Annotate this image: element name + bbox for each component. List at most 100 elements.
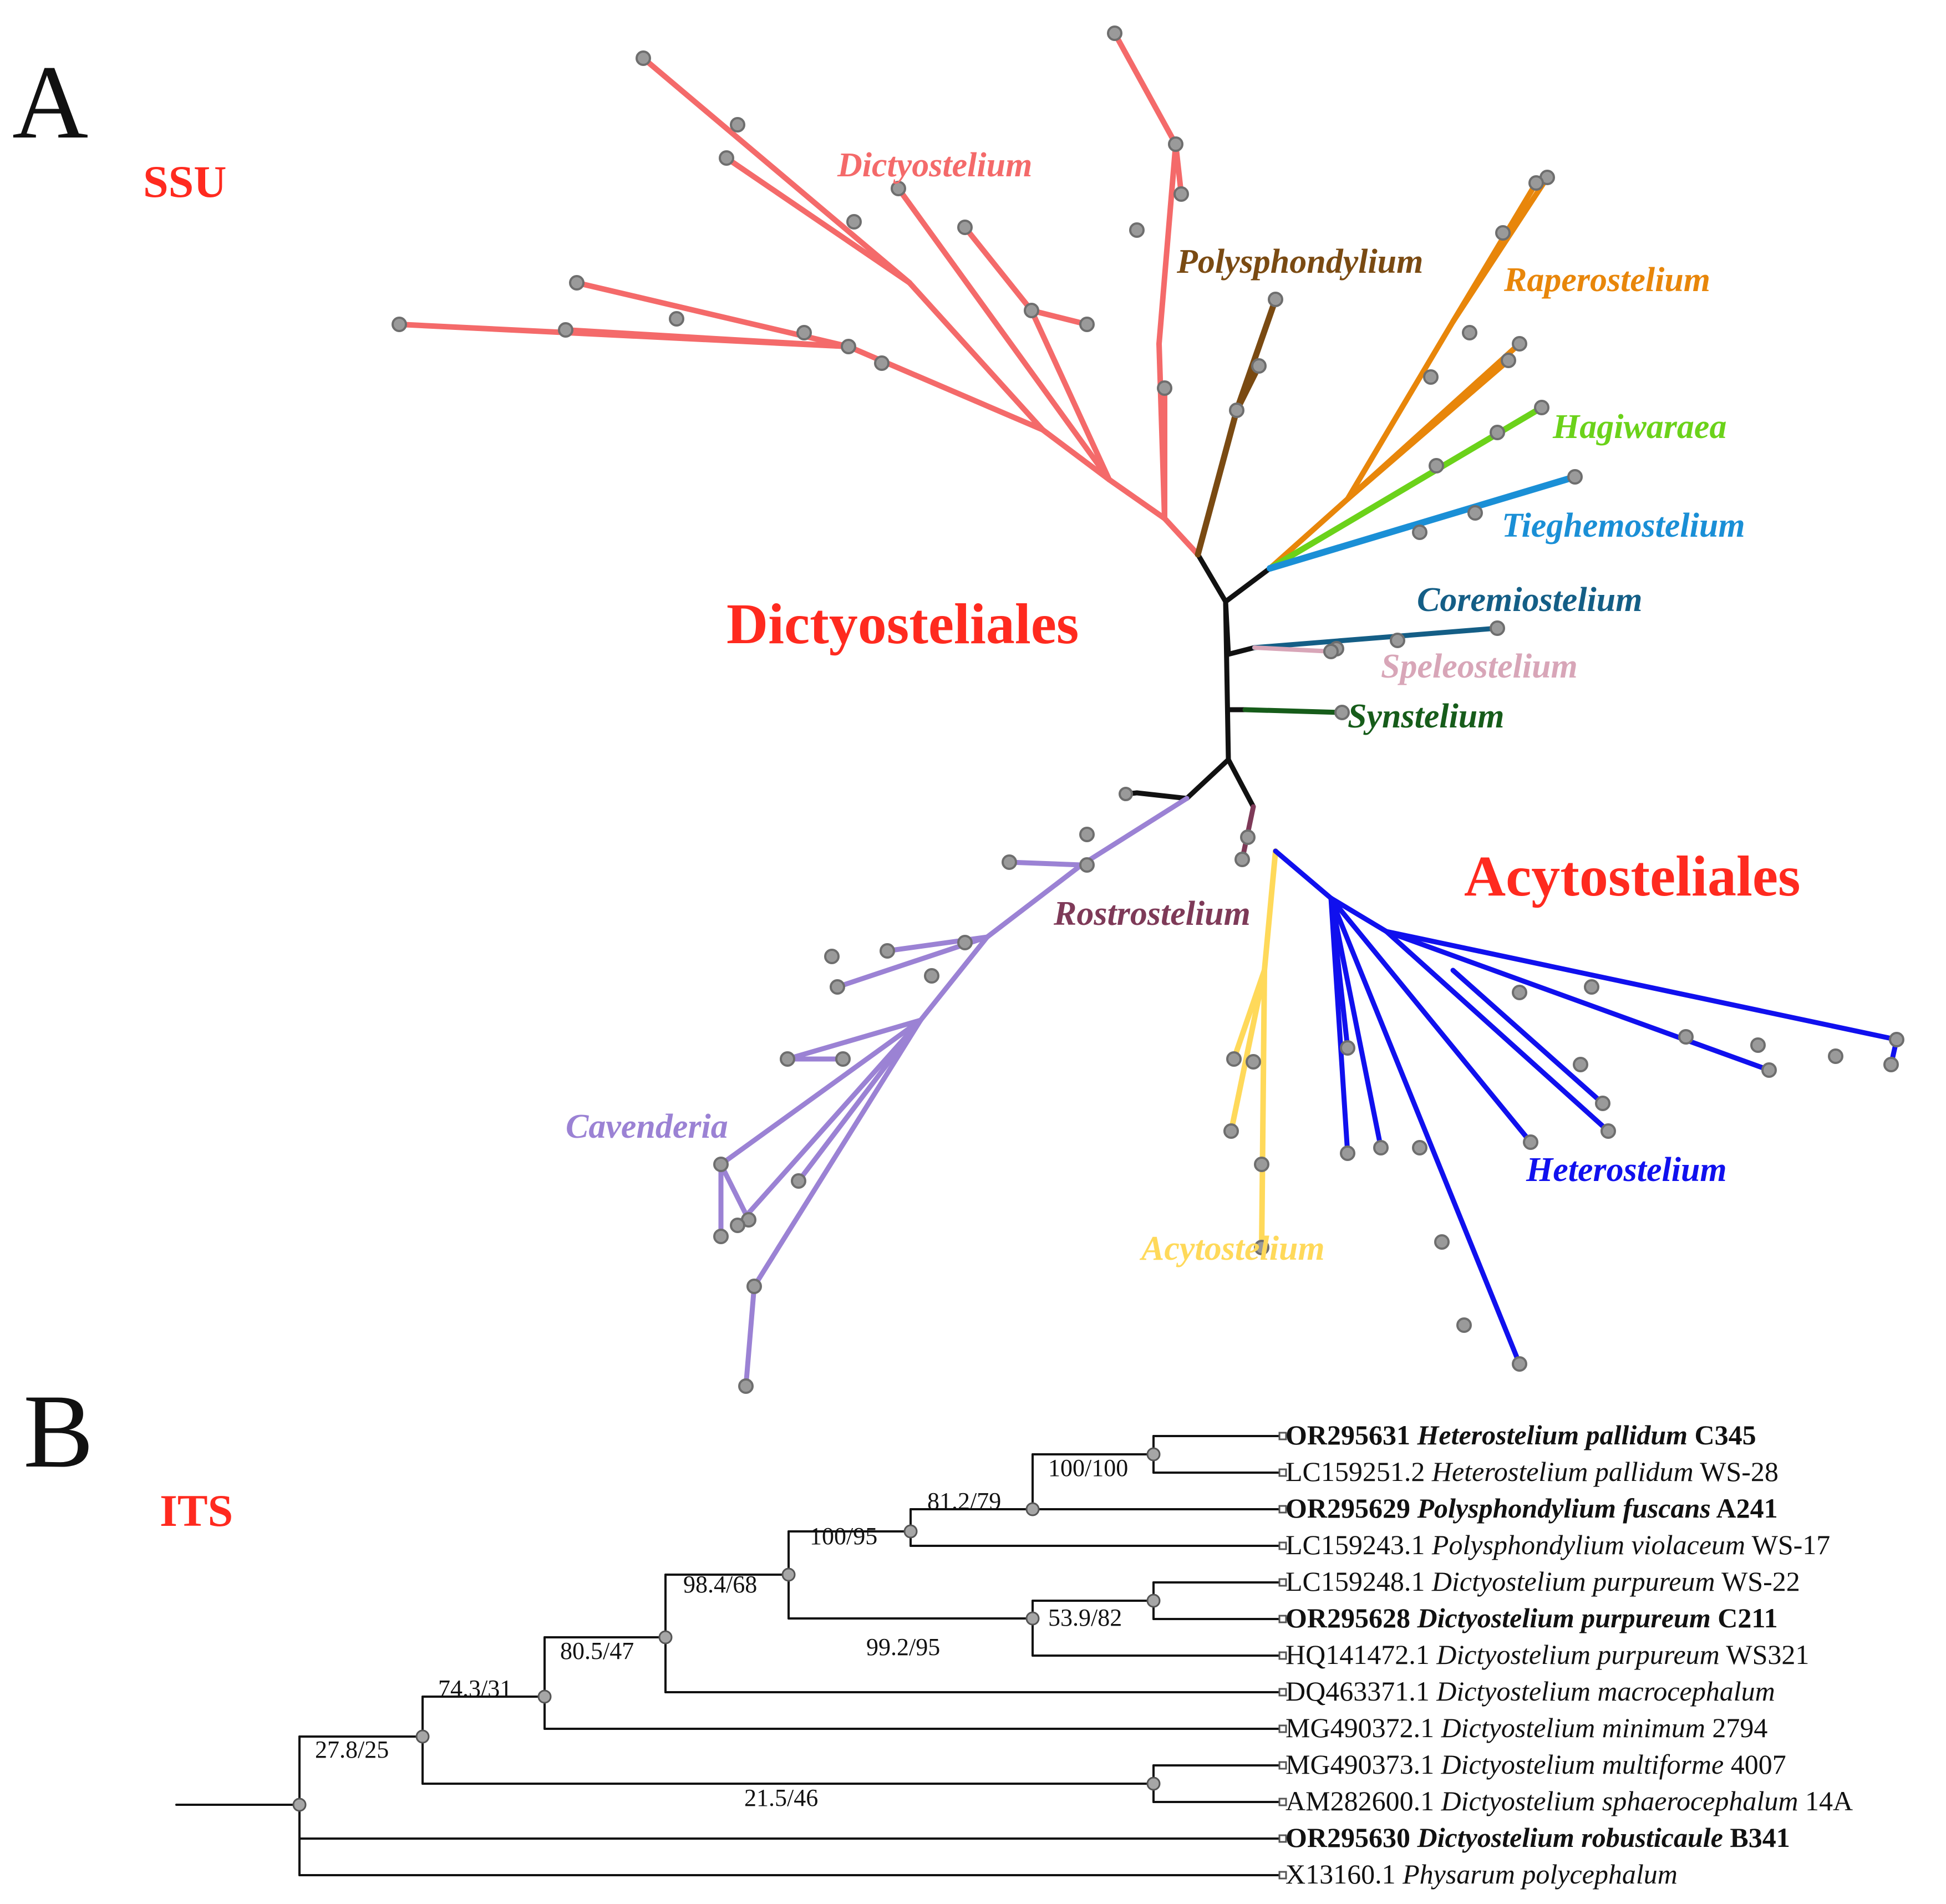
support-sphaerocephalum-pair: 21.5/46: [744, 1784, 818, 1811]
panel-a-letter: A: [12, 44, 88, 161]
tip-label: OR295628 Dictyostelium purpureum C211: [1286, 1602, 1778, 1633]
ssu-backbone-branch: [1195, 552, 1228, 604]
ssu-branch-raperostelium: [1267, 496, 1350, 571]
ssu-tip-dot-heterostelium: [1412, 1140, 1427, 1155]
ssu-tip-dot-dictyostelium: [957, 220, 973, 235]
ssu-branch-acytostelium: [1262, 848, 1278, 973]
ssu-tip-dot-rostrostelium: [1240, 829, 1256, 845]
tip-label: X13160.1 Physarum polycephalum: [1286, 1859, 1678, 1890]
ssu-tip-dot-heterostelium: [1340, 1146, 1355, 1161]
ssu-branch-dictyostelium: [1156, 141, 1178, 347]
genus-label-synstelium: Synstelium: [1348, 698, 1505, 735]
ssu-tip-dot-cavenderia: [730, 1218, 745, 1233]
ssu-tip-dot-heterostelium: [1340, 1040, 1355, 1056]
its-tip-marker: [1278, 1505, 1287, 1514]
ssu-tip-dot-hagiwaraea: [1429, 458, 1444, 474]
its-tip-marker: [1278, 1724, 1287, 1733]
ssu-backbone-branch: [1184, 757, 1231, 801]
ssu-tip-dot-cavenderia: [713, 1157, 729, 1172]
ssu-tip-dots: [392, 26, 1904, 1394]
ssu-tip-dot-raperostelium: [1462, 325, 1477, 340]
ssu-tip-dot-dictyostelium: [1129, 222, 1145, 238]
ssu-tip-dot-heterostelium: [1434, 1234, 1450, 1250]
ssu-tip-dot-coremiostelium: [1390, 633, 1405, 648]
its-internal-node: [658, 1630, 673, 1645]
its-tip-marker: [1278, 1615, 1287, 1623]
genus-label-tieghemostelium: Tieghemostelium: [1502, 507, 1745, 544]
tip-label: OR295629 Polysphondylium fuscans A241: [1286, 1493, 1778, 1524]
ssu-tip-dot-heterostelium: [1523, 1134, 1538, 1150]
ssu-tip-dot-dictyostelium: [392, 317, 407, 332]
support-macrocephalum-node: 98.4/68: [683, 1571, 757, 1598]
ssu-backbone-branch: [1223, 566, 1273, 604]
ssu-tip-dot-raperostelium: [1528, 175, 1544, 191]
ssu-branch-cavenderia: [984, 862, 1084, 940]
ssu-tip-dot-heterostelium: [1595, 1096, 1610, 1111]
genus-label-cavenderia: Cavenderia: [566, 1108, 728, 1146]
ssu-tip-dot-rostrostelium: [1234, 852, 1250, 867]
ssu-branch-acytostelium: [1259, 968, 1267, 1250]
ssu-tip-dot-raperostelium: [1423, 369, 1439, 385]
its-tip-marker: [1278, 1651, 1287, 1660]
ssu-branch-coremiostelium: [1252, 625, 1500, 650]
ssu-branch-heterostelium: [1328, 895, 1384, 1150]
its-tip-marker: [1278, 1468, 1287, 1477]
tip-label: MG490373.1 Dictyostelium multiforme 4007: [1286, 1749, 1786, 1780]
tip-label: DQ463371.1 Dictyostelium macrocephalum: [1286, 1676, 1775, 1707]
ssu-tip-dot-tieghemostelium: [1467, 505, 1483, 521]
ssu-tip-dot-dictyostelium: [891, 181, 906, 196]
ssu-tip-dot-cavenderia: [924, 968, 939, 984]
support-dictyostelium-a-group: 100/95: [810, 1523, 877, 1550]
ssu-branch-dictyostelium: [896, 186, 1112, 482]
ssu-branch-heterostelium: [1450, 968, 1605, 1106]
panel-a-title: SSU: [143, 156, 226, 207]
genus-label-polysphondylium: Polysphondylium: [1176, 243, 1423, 281]
ssu-branch-speleostelium: [1252, 645, 1333, 654]
ssu-tip-dot-dictyostelium: [719, 150, 734, 166]
tip-label: HQ141472.1 Dictyostelium purpureum WS321: [1286, 1639, 1809, 1670]
its-internal-node: [1146, 1447, 1161, 1462]
ssu-tip-dot-synstelium: [1334, 705, 1350, 720]
ssu-tip-dot-acytostelium: [1246, 1054, 1261, 1070]
ssu-tip-dot-coremiostelium: [1490, 620, 1505, 636]
ssu-tip-dot-heterostelium: [1512, 1356, 1527, 1372]
ssu-tip-dot-dictyostelium: [569, 275, 585, 291]
its-internal-node: [1146, 1594, 1161, 1608]
ssu-tip-dot-heterostelium: [1601, 1123, 1616, 1139]
its-tip-marker: [1278, 1761, 1287, 1770]
ssu-tip-dot-heterostelium: [1584, 979, 1599, 995]
support-minimum-node: 80.5/47: [560, 1637, 634, 1664]
its-tip-marker: [1278, 1432, 1287, 1440]
ssu-branch-dictyostelium: [1040, 427, 1112, 482]
ssu-tip-dot-raperostelium: [1512, 336, 1527, 352]
ssu-tip-dot-dictyostelium: [1107, 26, 1122, 41]
its-nodes: [292, 1432, 1287, 1880]
ssu-branch-dictyostelium: [1106, 477, 1167, 521]
ssu-tip-dot-cavenderia: [835, 1051, 851, 1067]
ssu-tip-dot-polysphondylium: [1251, 358, 1267, 374]
tip-label: AM282600.1 Dictyostelium sphaerocephalum…: [1286, 1785, 1853, 1816]
panel-b-letter: B: [23, 1373, 94, 1490]
its-internal-node: [537, 1689, 552, 1704]
ssu-branch-cavenderia: [735, 1017, 923, 1228]
its-internal-node: [903, 1524, 918, 1539]
ssu-branch-heterostelium: [1328, 895, 1389, 934]
its-internal-node: [292, 1798, 307, 1812]
tip-label: LC159248.1 Dictyostelium purpureum WS-22: [1286, 1566, 1800, 1597]
ssu-tip-dot-raperostelium: [1501, 353, 1516, 368]
ssu-branch-dictyostelium: [724, 155, 912, 286]
ssu-tip-dot-heterostelium: [1573, 1057, 1588, 1072]
ssu-tip-dot-polysphondylium: [1268, 292, 1283, 307]
ssu-branch-cavenderia: [918, 934, 990, 1023]
support-purpureum-pair: 53.9/82: [1048, 1604, 1122, 1631]
ssu-tip-dot-heterostelium: [1512, 985, 1527, 1000]
ssu-branch-heterostelium: [1384, 929, 1772, 1073]
ssu-branch-tieghemostelium: [1267, 474, 1578, 572]
ssu-tip-dot-cavenderia: [713, 1229, 729, 1244]
ssu-branch-synstelium: [1242, 707, 1345, 715]
ssu-branch-heterostelium: [1384, 929, 1611, 1134]
ssu-branch-raperostelium: [1450, 180, 1539, 324]
ssu-branch-cavenderia: [1007, 859, 1084, 868]
ssu-tip-dot-heterostelium: [1456, 1317, 1472, 1333]
ssu-tip-dot-dictyostelium: [669, 311, 684, 327]
